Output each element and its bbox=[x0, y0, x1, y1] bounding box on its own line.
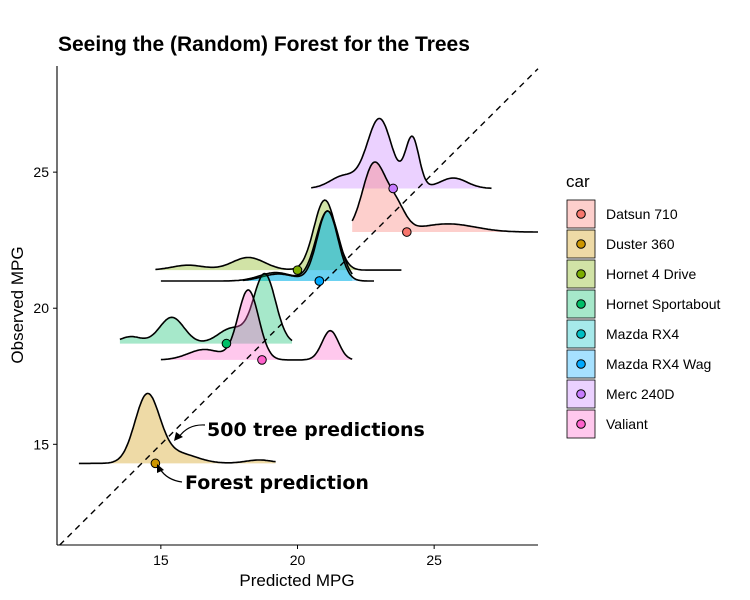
ridge-outline-hornet-sportabout bbox=[119, 272, 293, 342]
annotation-forest-arrow bbox=[159, 468, 183, 483]
y-tick-label-15: 15 bbox=[33, 436, 49, 452]
ridge-outline-mazda-rx4-wag bbox=[242, 210, 374, 282]
legend-point-duster-360 bbox=[576, 239, 586, 249]
legend-point-mazda-rx4 bbox=[576, 329, 586, 339]
forest-point-hornet-4-drive bbox=[292, 265, 303, 275]
y-tick-label-20: 20 bbox=[33, 300, 49, 316]
ridge-outline-hornet-4-drive bbox=[155, 199, 402, 271]
legend-point-merc-240d bbox=[576, 389, 586, 399]
x-tick-label-25: 25 bbox=[426, 552, 442, 568]
legend-key-datsun-710 bbox=[566, 199, 596, 229]
ridge-fill-valiant bbox=[160, 289, 353, 360]
forest-point-valiant bbox=[257, 355, 267, 365]
axis-ticks: 15 20 25 15 20 25 bbox=[33, 164, 442, 568]
legend-items: Datsun 710 Duster 360 Hornet 4 Drive Hornet… bbox=[566, 199, 721, 439]
legend-point-datsun-710 bbox=[576, 209, 586, 219]
ridge-fill-datsun-710 bbox=[352, 162, 538, 233]
reference-line bbox=[59, 68, 539, 546]
legend-key-valiant bbox=[566, 409, 596, 439]
x-axis-title: Predicted MPG bbox=[239, 571, 354, 590]
legend-point-valiant bbox=[576, 419, 586, 429]
forest-point-datsun-710 bbox=[402, 227, 412, 237]
legend-label-duster-360: Duster 360 bbox=[606, 236, 675, 252]
forest-point-mazda-rx4-wag bbox=[314, 276, 325, 286]
legend-point-hornet-4-drive bbox=[576, 269, 586, 279]
legend-label-hornet-4-drive: Hornet 4 Drive bbox=[606, 266, 696, 282]
ridge-fill-mazda-rx4-wag bbox=[242, 211, 374, 282]
x-tick-label-15: 15 bbox=[153, 552, 169, 568]
ridge-outline-datsun-710 bbox=[351, 161, 538, 233]
annotation-trees-arrowhead bbox=[174, 432, 183, 441]
annotation-forest: Forest prediction bbox=[157, 464, 369, 494]
legend-label-mazda-rx4: Mazda RX4 bbox=[606, 326, 679, 342]
forest-point-hornet-sportabout bbox=[221, 338, 232, 349]
legend-label-merc-240d: Merc 240D bbox=[606, 386, 674, 402]
legend-title: car bbox=[566, 172, 590, 191]
legend-label-datsun-710: Datsun 710 bbox=[606, 206, 678, 222]
legend-point-mazda-rx4-wag bbox=[576, 359, 586, 369]
reference-line-layer bbox=[59, 68, 539, 546]
legend: car Datsun 710 Duster 360 Hornet 4 Drive Ho… bbox=[566, 172, 721, 439]
ridge-fill-hornet-4-drive bbox=[155, 200, 402, 271]
ridge-layer bbox=[78, 117, 538, 465]
y-tick-label-25: 25 bbox=[33, 164, 49, 180]
forest-points-layer bbox=[150, 183, 412, 469]
x-tick-label-20: 20 bbox=[290, 552, 306, 568]
legend-label-hornet-sportabout: Hornet Sportabout bbox=[606, 296, 721, 312]
annotation-forest-arrowhead bbox=[157, 464, 164, 473]
legend-label-mazda-rx4-wag: Mazda RX4 Wag bbox=[606, 356, 711, 372]
chart-title: Seeing the (Random) Forest for the Trees bbox=[58, 33, 470, 56]
legend-point-hornet-sportabout bbox=[576, 299, 586, 309]
ridge-outline-valiant bbox=[160, 289, 353, 361]
annotation-forest-label: Forest prediction bbox=[185, 472, 369, 494]
ridge-fill-merc-240d bbox=[311, 118, 492, 189]
legend-label-valiant: Valiant bbox=[606, 416, 648, 432]
ridge-fill-duster-360 bbox=[78, 393, 276, 464]
forest-point-merc-240d bbox=[388, 183, 398, 194]
ridge-outline-merc-240d bbox=[311, 117, 492, 190]
annotation-trees-arrow bbox=[178, 424, 206, 438]
ridge-fill-hornet-sportabout bbox=[119, 273, 293, 344]
ridge-outline-duster-360 bbox=[78, 392, 276, 465]
annotation-trees-label: 500 tree predictions bbox=[207, 419, 425, 441]
y-axis-title: Observed MPG bbox=[8, 246, 27, 363]
annotation-trees: 500 tree predictions bbox=[174, 419, 425, 441]
